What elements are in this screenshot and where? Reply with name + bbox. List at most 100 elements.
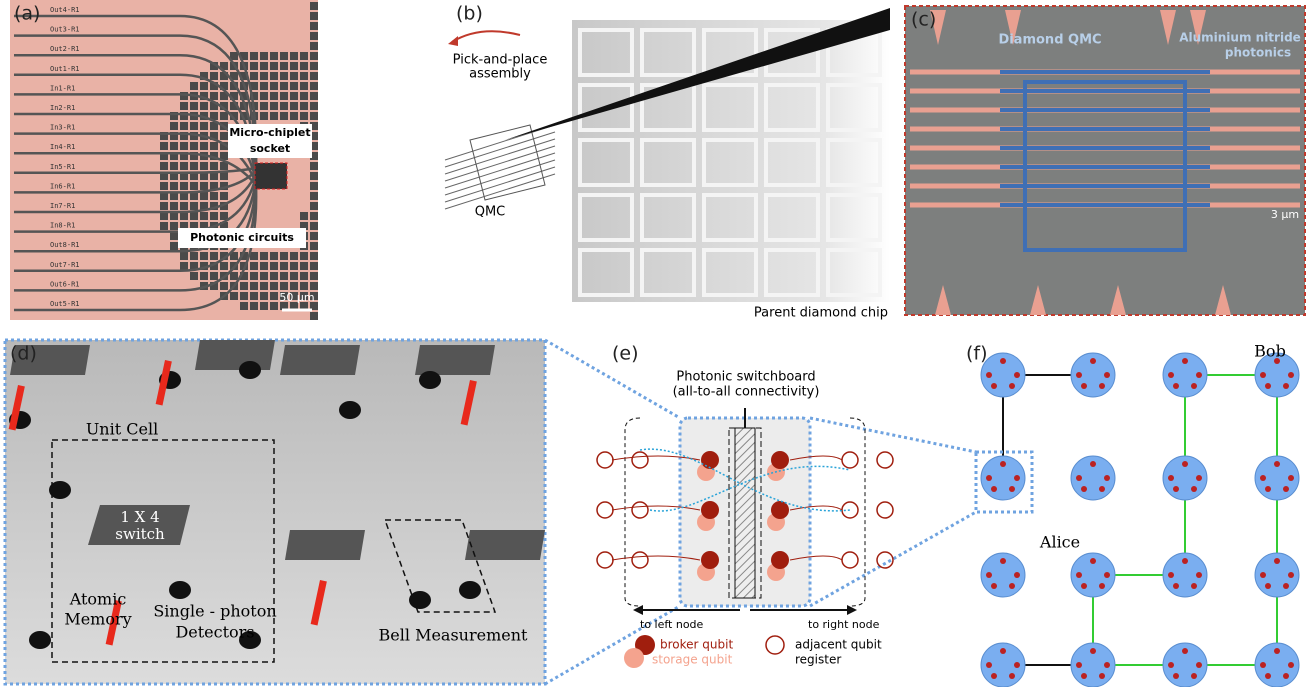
memory: [460, 380, 477, 426]
neighbor-left: [624, 417, 641, 607]
qubit: [1009, 583, 1015, 589]
tile: [310, 92, 318, 100]
tile: [260, 112, 268, 120]
tile: [300, 292, 308, 300]
qubit: [1274, 558, 1280, 564]
link: [789, 505, 843, 511]
qubit: [1168, 572, 1174, 578]
qubit: [1009, 673, 1015, 679]
qubit: [1081, 383, 1087, 389]
qubit: [1196, 662, 1202, 668]
qubit: [1196, 572, 1202, 578]
tile: [260, 52, 268, 60]
tile: [170, 132, 178, 140]
tile: [300, 252, 308, 260]
tile: [290, 112, 298, 120]
tile: [310, 42, 318, 50]
waveguide: [14, 132, 258, 184]
tile: [210, 102, 218, 110]
tile: [230, 102, 238, 110]
detectors-label: Detectors: [175, 623, 254, 642]
memory-label: Atomic: [69, 590, 127, 609]
socket: [254, 162, 288, 190]
arrowhead: [847, 605, 857, 615]
tile: [220, 252, 228, 260]
tile: [170, 142, 178, 150]
tile: [310, 232, 318, 240]
taper: [935, 285, 951, 315]
tile: [220, 172, 228, 180]
window: [826, 193, 882, 242]
tile: [180, 112, 188, 120]
port-label: In3-R1: [50, 124, 75, 132]
tile: [200, 82, 208, 90]
tile: [190, 122, 198, 130]
tile: [170, 242, 178, 250]
tile: [160, 152, 168, 160]
tile: [270, 252, 278, 260]
tile: [180, 142, 188, 150]
port-label: In8-R1: [50, 222, 75, 230]
tile: [160, 182, 168, 190]
tile: [300, 82, 308, 90]
register: [876, 501, 894, 519]
qubit: [1288, 372, 1294, 378]
qubit: [991, 486, 997, 492]
tile: [170, 152, 178, 160]
tile: [260, 292, 268, 300]
tile: [310, 222, 318, 230]
tile: [270, 102, 278, 110]
port-label: Out4-R1: [50, 6, 80, 14]
tile: [310, 52, 318, 60]
photonics-label: Aluminium nitride: [1179, 31, 1301, 45]
assembly-label: assembly: [469, 67, 531, 82]
qubit: [1076, 475, 1082, 481]
switch-label: 1 X 4: [120, 508, 159, 526]
tile: [300, 102, 308, 110]
probe-tip: [505, 8, 890, 140]
tile: [210, 132, 218, 140]
port-label: In5-R1: [50, 163, 75, 171]
tile: [250, 262, 258, 270]
qubit: [1081, 673, 1087, 679]
qubit: [1191, 673, 1197, 679]
switch: [280, 345, 360, 375]
tile: [200, 162, 208, 170]
tile: [250, 62, 258, 70]
tile: [310, 192, 318, 200]
taper: [1030, 285, 1046, 315]
tile: [250, 82, 258, 90]
tile: [200, 222, 208, 230]
switchboard-label: (all-to-all connectivity): [673, 385, 820, 400]
tile: [200, 202, 208, 210]
tile: [210, 92, 218, 100]
tile: [260, 262, 268, 270]
qubit: [1014, 475, 1020, 481]
qubit: [1009, 383, 1015, 389]
right-label: to right node: [808, 618, 880, 631]
tile: [270, 112, 278, 120]
waveguide: [14, 166, 257, 175]
detector: [419, 371, 441, 389]
waveguide: [14, 172, 258, 214]
tile: [290, 82, 298, 90]
tile: [170, 192, 178, 200]
qubit: [1265, 486, 1271, 492]
panel-c: [910, 10, 1300, 315]
tile: [310, 172, 318, 180]
parent-label: Parent diamond chip: [754, 306, 888, 321]
port-label: Out1-R1: [50, 65, 80, 73]
qmc-line: [444, 131, 556, 168]
tile: [210, 62, 218, 70]
switch: [10, 345, 90, 375]
broker-qubit: [701, 501, 719, 519]
qmc-frame: [1023, 80, 1187, 252]
qmc-line: [444, 152, 556, 189]
tile: [310, 112, 318, 120]
legend-storage: [624, 648, 644, 668]
qubit: [1081, 583, 1087, 589]
tile: [160, 132, 168, 140]
entanglement: [639, 448, 851, 512]
qubit: [1104, 475, 1110, 481]
broker-qubit: [701, 551, 719, 569]
